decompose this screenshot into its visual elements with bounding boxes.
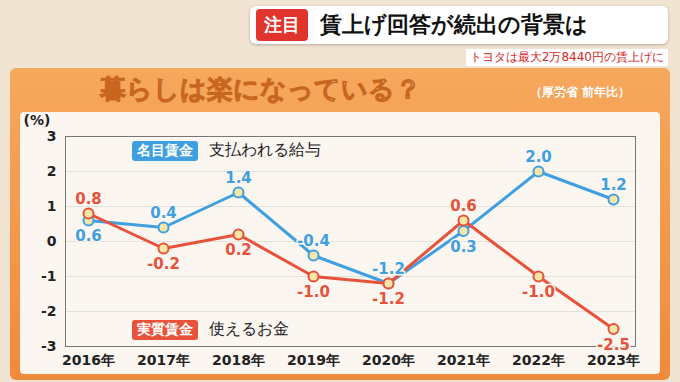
svg-text:2: 2 — [47, 163, 57, 179]
svg-text:2016年: 2016年 — [62, 352, 115, 368]
svg-text:-1.2: -1.2 — [372, 260, 405, 278]
svg-text:0: 0 — [47, 233, 57, 249]
svg-text:2022年: 2022年 — [512, 352, 565, 368]
svg-text:0.8: 0.8 — [75, 190, 102, 208]
svg-text:(%): (%) — [24, 112, 51, 128]
svg-text:0.4: 0.4 — [150, 204, 177, 222]
html-text:注目: 注目 — [264, 14, 300, 35]
svg-text:1.2: 1.2 — [600, 176, 627, 194]
svg-text:-2: -2 — [41, 303, 57, 319]
svg-text:2018年: 2018年 — [212, 352, 265, 368]
svg-text:2.0: 2.0 — [525, 148, 552, 166]
svg-text:2021年: 2021年 — [437, 352, 490, 368]
svg-text:1.4: 1.4 — [225, 169, 252, 187]
svg-text:2017年: 2017年 — [137, 352, 190, 368]
html-text:賃上げ回答が続出の背景は: 賃上げ回答が続出の背景は — [320, 12, 588, 37]
svg-text:-1.2: -1.2 — [372, 290, 405, 308]
html-text:（厚労省 前年比）: （厚労省 前年比） — [530, 85, 631, 99]
svg-text:0.2: 0.2 — [225, 241, 252, 259]
svg-text:-1.0: -1.0 — [522, 283, 555, 301]
svg-text:2020年: 2020年 — [362, 352, 415, 368]
html-text:実質賃金: 実質賃金 — [137, 320, 193, 337]
html-text:使えるお金: 使えるお金 — [209, 319, 289, 338]
svg-text:2023年: 2023年 — [587, 352, 640, 368]
svg-text:0.6: 0.6 — [450, 197, 477, 215]
svg-text:0.3: 0.3 — [450, 238, 477, 256]
svg-text:0.6: 0.6 — [75, 227, 102, 245]
html-text:支払われる給与: 支払われる給与 — [209, 140, 321, 159]
svg-text:-2.5: -2.5 — [597, 336, 630, 354]
svg-text:2019年: 2019年 — [287, 352, 340, 368]
svg-text:-0.2: -0.2 — [147, 255, 180, 273]
html-text:トヨタは最大2万8440円の賃上げに: トヨタは最大2万8440円の賃上げに — [469, 50, 664, 64]
svg-text:-1: -1 — [41, 268, 57, 284]
svg-text:1: 1 — [47, 198, 57, 214]
html-text:暮らしは楽になっている？: 暮らしは楽になっている？ — [100, 74, 421, 104]
html-text:名目賃金: 名目賃金 — [137, 141, 193, 158]
svg-text:3: 3 — [47, 128, 57, 144]
svg-text:-1.0: -1.0 — [297, 283, 330, 301]
svg-text:-3: -3 — [41, 338, 57, 354]
svg-text:-0.4: -0.4 — [297, 232, 330, 250]
